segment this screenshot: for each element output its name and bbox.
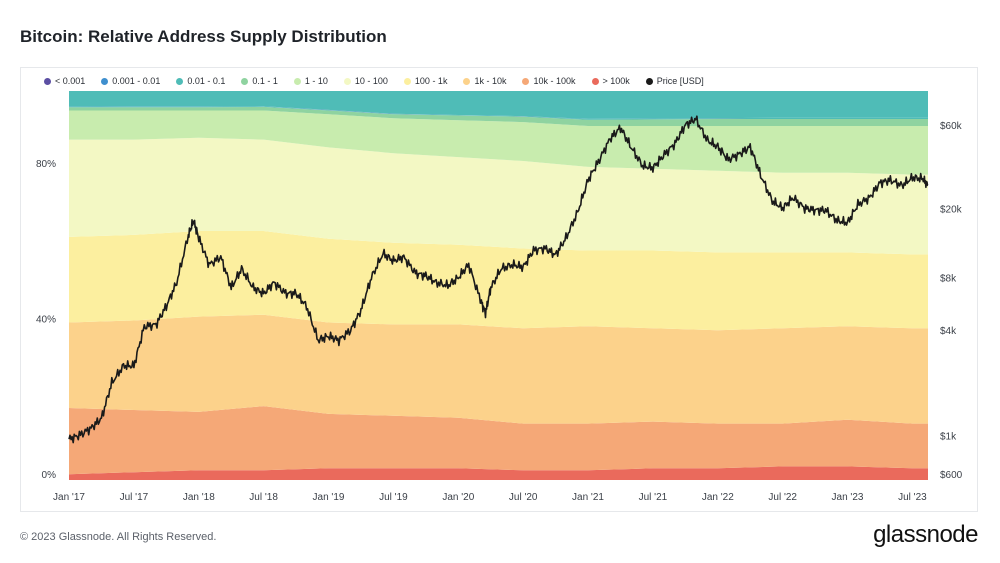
y-right-tick-label: $60k — [940, 121, 963, 132]
legend-label: 0.01 - 0.1 — [187, 76, 226, 86]
x-tick-label: Jul '19 — [379, 492, 408, 503]
legend-label: > 100k — [602, 76, 630, 86]
legend-item[interactable]: 1 - 10 — [293, 76, 328, 86]
legend-label: 1 - 10 — [304, 76, 328, 86]
x-tick-label: Jan '18 — [183, 492, 215, 503]
area-band — [69, 466, 928, 480]
y-axis-right: $600 $1k $4k $8k $20k $60k — [940, 121, 963, 481]
area-band — [69, 106, 928, 120]
chart-legend: < 0.001 0.001 - 0.01 0.01 - 0.1 0.1 - 1 1 - … — [44, 76, 720, 86]
x-tick-label: Jul '18 — [249, 492, 278, 503]
x-tick-label: Jul '23 — [898, 492, 927, 503]
legend-dot-icon — [176, 77, 184, 85]
x-tick-label: Jul '22 — [768, 492, 797, 503]
legend-item[interactable]: 0.1 - 1 — [241, 76, 278, 86]
legend-item[interactable]: 10 - 100 — [343, 76, 388, 86]
chart-title: Bitcoin: Relative Address Supply Distrib… — [20, 27, 387, 46]
legend-label: 1k - 10k — [474, 76, 507, 86]
area-band — [69, 406, 928, 475]
y-right-tick-label: $1k — [940, 431, 957, 442]
legend-item[interactable]: 0.001 - 0.01 — [101, 76, 160, 86]
area-band — [69, 106, 928, 126]
x-tick-label: Jan '22 — [702, 492, 734, 503]
legend-dot-icon — [591, 77, 599, 85]
y-left-tick-label: 80% — [36, 159, 56, 170]
y-right-tick-label: $8k — [940, 274, 957, 285]
price-series — [68, 115, 929, 444]
legend-item[interactable]: Price [USD] — [645, 76, 704, 86]
legend-label: 0.1 - 1 — [252, 76, 278, 86]
legend-item[interactable]: 0.01 - 0.1 — [176, 76, 225, 86]
legend-label: Price [USD] — [656, 76, 704, 86]
y-axis-left: 0% 40% 80% — [36, 159, 56, 481]
copyright-text: © 2023 Glassnode. All Rights Reserved. — [20, 531, 217, 543]
legend-item[interactable]: 1k - 10k — [463, 76, 506, 86]
area-band — [69, 137, 928, 255]
legend-dot-icon — [293, 77, 301, 85]
legend-item[interactable]: 100 - 1k — [403, 76, 448, 86]
area-band — [69, 231, 928, 331]
x-tick-label: Jul '21 — [639, 492, 668, 503]
legend-dot-icon — [44, 77, 51, 85]
legend-label: 0.001 - 0.01 — [112, 76, 161, 86]
legend-label: 10 - 100 — [354, 76, 388, 86]
price-line — [68, 115, 929, 444]
x-axis: Jan '17 Jul '17 Jan '18 Jul '18 Jan '19 Jul '… — [53, 492, 927, 503]
legend-dot-icon — [101, 77, 109, 85]
y-left-tick-label: 0% — [42, 470, 57, 481]
legend-label: < 0.001 — [55, 76, 86, 86]
area-band-top — [69, 91, 928, 119]
legend-item[interactable]: 10k - 100k — [522, 76, 576, 86]
x-tick-label: Jan '20 — [442, 492, 474, 503]
x-tick-label: Jul '17 — [120, 492, 149, 503]
y-right-tick-label: $4k — [940, 326, 957, 337]
x-tick-label: Jan '19 — [313, 492, 345, 503]
stacked-areas — [69, 91, 928, 480]
x-tick-label: Jan '23 — [832, 492, 864, 503]
legend-dot-icon — [241, 77, 249, 85]
brand-logo: glassnode — [873, 521, 978, 548]
legend-dot-icon — [403, 77, 411, 85]
y-right-tick-label: $600 — [940, 470, 963, 481]
y-right-tick-label: $20k — [940, 204, 963, 215]
legend-dot-icon — [463, 77, 471, 85]
legend-label: 10k - 100k — [533, 76, 576, 86]
legend-item[interactable]: > 100k — [591, 76, 630, 86]
legend-dot-icon — [522, 77, 530, 85]
x-tick-label: Jan '17 — [53, 492, 85, 503]
legend-dot-icon — [343, 77, 351, 85]
area-band — [69, 110, 928, 175]
y-left-tick-label: 40% — [36, 314, 56, 325]
area-band — [69, 314, 928, 424]
legend-dot-icon — [645, 77, 653, 85]
x-tick-label: Jul '20 — [509, 492, 538, 503]
x-tick-label: Jan '21 — [572, 492, 604, 503]
legend-item[interactable]: < 0.001 — [44, 76, 85, 86]
legend-label: 100 - 1k — [414, 76, 448, 86]
